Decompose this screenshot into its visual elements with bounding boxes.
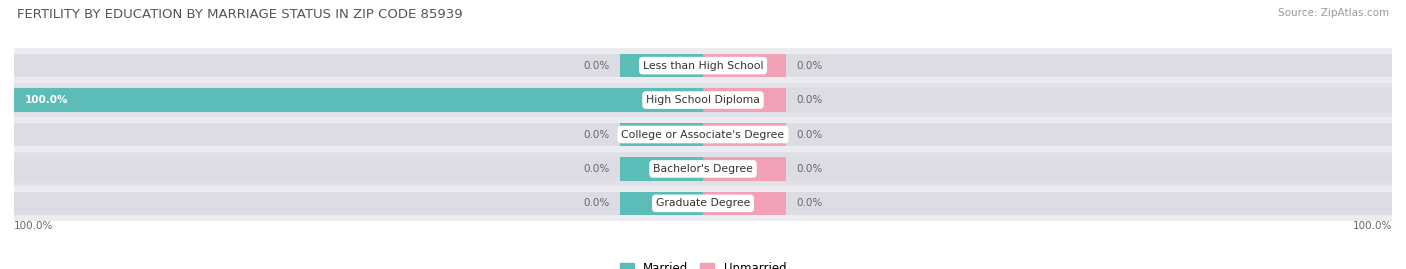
Bar bbox=[14, 152, 1392, 186]
Text: 0.0%: 0.0% bbox=[583, 164, 610, 174]
Text: Less than High School: Less than High School bbox=[643, 61, 763, 71]
Text: 0.0%: 0.0% bbox=[796, 164, 823, 174]
Text: Bachelor's Degree: Bachelor's Degree bbox=[652, 164, 754, 174]
Text: 0.0%: 0.0% bbox=[796, 198, 823, 208]
Text: High School Diploma: High School Diploma bbox=[647, 95, 759, 105]
Bar bbox=[14, 54, 703, 77]
Bar bbox=[620, 192, 703, 215]
Bar bbox=[703, 123, 1392, 146]
Text: 0.0%: 0.0% bbox=[796, 95, 823, 105]
Text: 100.0%: 100.0% bbox=[24, 95, 67, 105]
Bar bbox=[703, 88, 1392, 112]
Text: 0.0%: 0.0% bbox=[583, 198, 610, 208]
Bar bbox=[703, 157, 1392, 181]
Text: Source: ZipAtlas.com: Source: ZipAtlas.com bbox=[1278, 8, 1389, 18]
Text: 0.0%: 0.0% bbox=[583, 129, 610, 140]
Text: 0.0%: 0.0% bbox=[796, 61, 823, 71]
Text: 0.0%: 0.0% bbox=[796, 129, 823, 140]
Bar bbox=[620, 88, 703, 112]
Legend: Married, Unmarried: Married, Unmarried bbox=[614, 258, 792, 269]
Text: Graduate Degree: Graduate Degree bbox=[655, 198, 751, 208]
Bar bbox=[703, 192, 786, 215]
Bar bbox=[703, 54, 786, 77]
Bar bbox=[14, 186, 1392, 221]
Text: College or Associate's Degree: College or Associate's Degree bbox=[621, 129, 785, 140]
Text: 0.0%: 0.0% bbox=[583, 61, 610, 71]
Bar bbox=[703, 192, 1392, 215]
Bar bbox=[14, 192, 703, 215]
Text: 100.0%: 100.0% bbox=[14, 221, 53, 231]
Bar bbox=[703, 54, 1392, 77]
Bar bbox=[620, 54, 703, 77]
Text: 100.0%: 100.0% bbox=[1353, 221, 1392, 231]
Bar bbox=[620, 123, 703, 146]
Bar bbox=[620, 157, 703, 181]
Bar bbox=[703, 157, 786, 181]
Bar bbox=[14, 48, 1392, 83]
Bar bbox=[14, 123, 703, 146]
Bar bbox=[703, 123, 786, 146]
Bar bbox=[703, 88, 786, 112]
Bar bbox=[14, 157, 703, 181]
Bar bbox=[14, 117, 1392, 152]
Text: FERTILITY BY EDUCATION BY MARRIAGE STATUS IN ZIP CODE 85939: FERTILITY BY EDUCATION BY MARRIAGE STATU… bbox=[17, 8, 463, 21]
Bar bbox=[14, 83, 1392, 117]
Bar bbox=[14, 88, 703, 112]
Bar bbox=[14, 88, 703, 112]
